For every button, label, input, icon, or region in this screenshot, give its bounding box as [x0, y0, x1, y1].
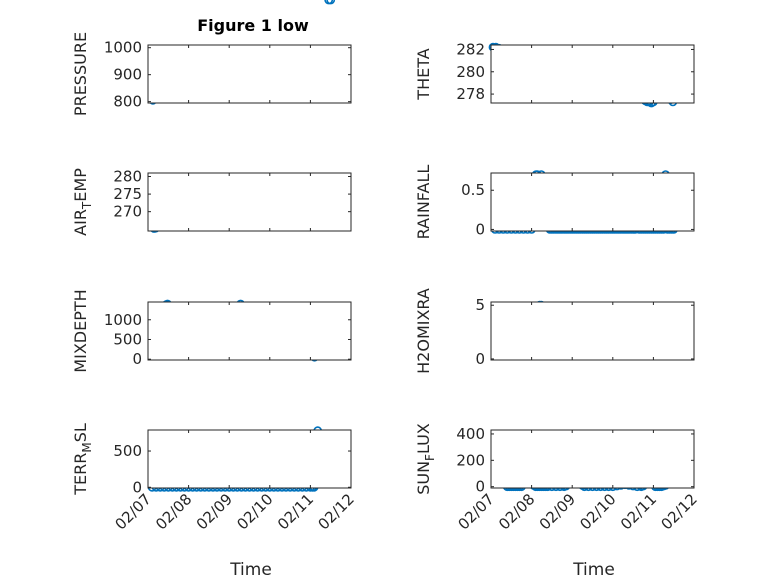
x-tick-label: 02/09	[193, 490, 236, 533]
y-axis-label: MIXDEPTH	[71, 289, 90, 372]
y-axis-label: THETA	[414, 48, 433, 100]
x-tick-label: 02/11	[617, 490, 660, 533]
axes-frame	[490, 301, 695, 361]
x-tick-label: 02/08	[152, 490, 195, 533]
axes-frame	[490, 429, 695, 489]
x-tick-label: 02/07	[112, 490, 155, 533]
y-axis-label: RAINFALL	[414, 165, 433, 240]
x-tick-label: 02/08	[495, 490, 538, 533]
subplot-pressure: 800 900 1000 PRESSURE	[71, 32, 352, 116]
y-tick-label: 800	[113, 93, 142, 111]
y-tick-label: 280	[456, 63, 485, 81]
x-tick-label: 02/09	[536, 490, 579, 533]
y-tick-label: 400	[456, 425, 485, 443]
subplot-h2omixra: 0 5 H2OMIXRA	[414, 288, 695, 374]
y-tick-label: 1000	[104, 311, 142, 329]
x-tick-label: 02/07	[455, 490, 498, 533]
y-axis-label: SUNFLUX	[414, 423, 437, 495]
axes-frame	[147, 301, 352, 361]
y-tick-label: 0	[132, 350, 142, 368]
y-tick-label: 500	[113, 330, 142, 348]
y-axis-label: H2OMIXRA	[414, 288, 433, 374]
subplot-theta: 278 280 282 THETA	[414, 40, 695, 108]
x-tick-label: 02/12	[315, 490, 358, 533]
y-tick-label: 0	[475, 350, 485, 368]
data-point	[326, 0, 336, 5]
axes-frame	[147, 44, 352, 104]
x-axis-label-left: Time	[229, 560, 272, 580]
x-tick-label: 02/11	[274, 490, 317, 533]
y-tick-label: 1000	[104, 39, 142, 57]
y-tick-label: 5	[475, 296, 485, 314]
x-tick-label: 02/12	[658, 490, 701, 533]
axes-frame	[147, 172, 352, 232]
y-tick-label: 200	[456, 451, 485, 469]
y-tick-label: 0	[475, 478, 485, 496]
y-tick-label: 0.5	[461, 181, 485, 199]
y-tick-label: 0	[132, 478, 142, 496]
y-axis-label: PRESSURE	[71, 32, 90, 116]
y-tick-label: 500	[113, 442, 142, 460]
axes-frame	[147, 429, 352, 489]
y-tick-label: 900	[113, 66, 142, 84]
x-tick-label: 02/10	[233, 490, 276, 533]
y-tick-label: 280	[113, 168, 142, 186]
y-tick-label: 282	[456, 40, 485, 58]
y-axis-label: AIRTEMP	[71, 168, 94, 236]
y-tick-label: 275	[113, 185, 142, 203]
y-axis-label: TERRMSL	[71, 423, 94, 496]
subplot-rainfall: 0 0.5 RAINFALL	[414, 165, 695, 240]
x-axis-label-right: Time	[572, 560, 615, 580]
y-tick-label: 0	[475, 220, 485, 238]
axes-frame	[490, 172, 695, 232]
x-tick-label: 02/10	[576, 490, 619, 533]
y-tick-label: 270	[113, 203, 142, 221]
axes-frame	[490, 44, 695, 104]
y-tick-label: 278	[456, 85, 485, 103]
figure-title: Figure 1 low	[197, 16, 309, 35]
